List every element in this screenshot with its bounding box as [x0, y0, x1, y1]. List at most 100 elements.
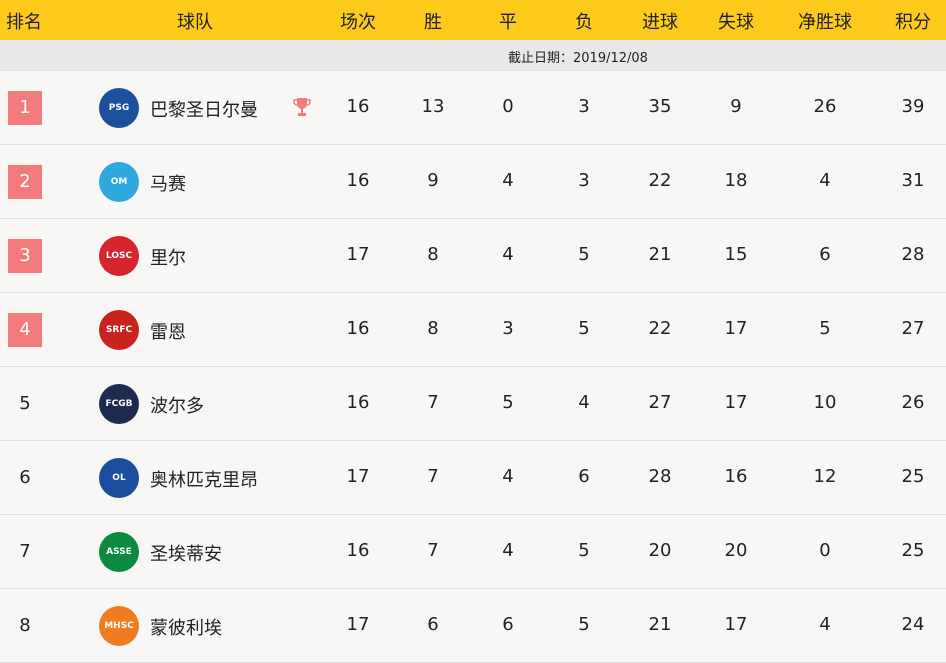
rank-badge: 2 [8, 165, 42, 199]
team-name[interactable]: 波尔多 [150, 396, 204, 417]
team-logo: FCGB [99, 384, 139, 424]
stat-drawn: 4 [502, 170, 514, 191]
stat-lost: 4 [578, 392, 590, 413]
header-points: 积分 [895, 12, 931, 33]
date-bar: 截止日期：2019/12/08 [0, 40, 946, 71]
stat-won: 8 [427, 244, 439, 265]
team-logo: LOSC [99, 236, 139, 276]
header-team: 球队 [177, 12, 213, 33]
stat-pts: 24 [901, 614, 925, 635]
table-row[interactable]: 7 ASSE 圣埃蒂安 16 7 4 5 20 20 0 25 [0, 515, 946, 589]
stat-ga: 18 [724, 170, 748, 191]
stat-pts: 31 [901, 170, 925, 191]
stat-gf: 22 [648, 318, 672, 339]
stat-drawn: 5 [502, 392, 514, 413]
table-header: 排名 球队 场次 胜 平 负 进球 失球 净胜球 积分 [0, 0, 946, 40]
stat-lost: 6 [578, 466, 590, 487]
team-name[interactable]: 马赛 [150, 174, 186, 195]
stat-pts: 28 [901, 244, 925, 265]
stat-won: 7 [427, 392, 439, 413]
stat-ga: 9 [730, 96, 742, 117]
stat-gd: 4 [819, 614, 831, 635]
stat-gf: 22 [648, 170, 672, 191]
team-logo: SRFC [99, 310, 139, 350]
stat-gd: 12 [813, 466, 837, 487]
stat-won: 7 [427, 540, 439, 561]
stat-pts: 39 [901, 96, 925, 117]
stat-pts: 25 [901, 540, 925, 561]
header-played: 场次 [340, 12, 376, 33]
header-lost: 负 [575, 12, 593, 33]
table-row[interactable]: 6 OL 奥林匹克里昂 17 7 4 6 28 16 12 25 [0, 441, 946, 515]
stat-lost: 5 [578, 244, 590, 265]
stat-played: 17 [346, 614, 370, 635]
stat-drawn: 0 [502, 96, 514, 117]
rank-badge: 6 [19, 467, 31, 488]
stat-gd: 5 [819, 318, 831, 339]
team-name[interactable]: 奥林匹克里昂 [150, 470, 258, 491]
team-logo: PSG [99, 88, 139, 128]
table-row[interactable]: 8 MHSC 蒙彼利埃 17 6 6 5 21 17 4 24 [0, 589, 946, 663]
stat-played: 16 [346, 540, 370, 561]
stat-gf: 20 [648, 540, 672, 561]
rank-badge: 3 [8, 239, 42, 273]
table-row[interactable]: 2 OM 马赛 16 9 4 3 22 18 4 31 [0, 145, 946, 219]
header-rank: 排名 [6, 12, 42, 33]
team-name[interactable]: 蒙彼利埃 [150, 618, 222, 639]
stat-played: 16 [346, 392, 370, 413]
rank-badge: 5 [19, 393, 31, 414]
stat-pts: 25 [901, 466, 925, 487]
team-logo: OM [99, 162, 139, 202]
stat-lost: 3 [578, 170, 590, 191]
stat-drawn: 4 [502, 244, 514, 265]
stat-drawn: 4 [502, 540, 514, 561]
stat-played: 16 [346, 170, 370, 191]
team-logo: MHSC [99, 606, 139, 646]
team-logo: OL [99, 458, 139, 498]
rank-badge: 8 [19, 615, 31, 636]
stat-drawn: 3 [502, 318, 514, 339]
stat-won: 8 [427, 318, 439, 339]
stat-gf: 28 [648, 466, 672, 487]
stat-played: 17 [346, 466, 370, 487]
stat-gd: 0 [819, 540, 831, 561]
table-row[interactable]: 5 FCGB 波尔多 16 7 5 4 27 17 10 26 [0, 367, 946, 441]
stat-ga: 17 [724, 614, 748, 635]
table-row[interactable]: 3 LOSC 里尔 17 8 4 5 21 15 6 28 [0, 219, 946, 293]
stat-gd: 26 [813, 96, 837, 117]
team-name[interactable]: 雷恩 [150, 322, 186, 343]
table-row[interactable]: 1 PSG 巴黎圣日尔曼 16 13 0 3 35 9 26 39 [0, 71, 946, 145]
stat-played: 17 [346, 244, 370, 265]
stat-gf: 35 [648, 96, 672, 117]
rank-badge: 1 [8, 91, 42, 125]
header-goals-for: 进球 [642, 12, 678, 33]
stat-lost: 5 [578, 614, 590, 635]
stat-ga: 15 [724, 244, 748, 265]
team-name[interactable]: 巴黎圣日尔曼 [150, 100, 258, 121]
stat-drawn: 4 [502, 466, 514, 487]
cutoff-date: 截止日期：2019/12/08 [508, 51, 648, 66]
stat-lost: 5 [578, 318, 590, 339]
team-name[interactable]: 圣埃蒂安 [150, 544, 222, 565]
header-won: 胜 [424, 12, 442, 33]
stat-ga: 20 [724, 540, 748, 561]
stat-gd: 10 [813, 392, 837, 413]
stat-gd: 6 [819, 244, 831, 265]
stat-drawn: 6 [502, 614, 514, 635]
stat-ga: 17 [724, 392, 748, 413]
stat-ga: 17 [724, 318, 748, 339]
team-logo: ASSE [99, 532, 139, 572]
stat-gd: 4 [819, 170, 831, 191]
stat-played: 16 [346, 96, 370, 117]
rank-badge: 7 [19, 541, 31, 562]
stat-ga: 16 [724, 466, 748, 487]
stat-won: 13 [421, 96, 445, 117]
stat-gf: 21 [648, 614, 672, 635]
team-name[interactable]: 里尔 [150, 248, 186, 269]
header-drawn: 平 [499, 12, 517, 33]
stat-played: 16 [346, 318, 370, 339]
stat-won: 9 [427, 170, 439, 191]
stat-lost: 3 [578, 96, 590, 117]
table-row[interactable]: 4 SRFC 雷恩 16 8 3 5 22 17 5 27 [0, 293, 946, 367]
stat-pts: 27 [901, 318, 925, 339]
